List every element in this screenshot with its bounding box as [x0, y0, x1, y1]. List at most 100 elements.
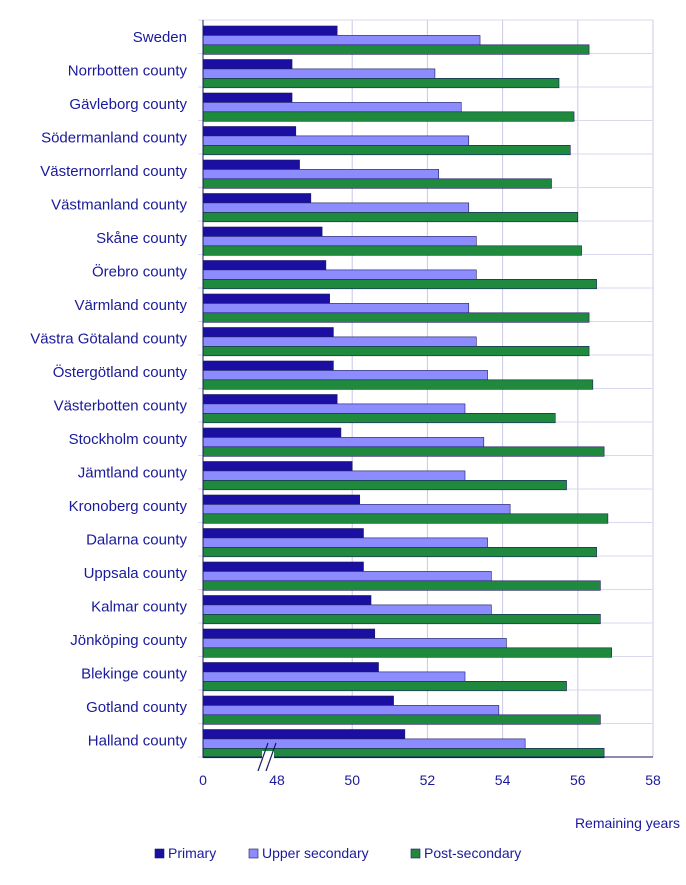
- bar-primary: [202, 494, 361, 505]
- bar-upper-secondary: [202, 370, 488, 381]
- x-tick-label: 50: [344, 772, 360, 788]
- bar-upper-secondary: [202, 705, 500, 716]
- x-tick-label: 58: [645, 772, 661, 788]
- bar-primary: [202, 260, 327, 271]
- bar-post-secondary: [202, 647, 612, 658]
- category-label: Västernorrland county: [40, 163, 187, 180]
- bar-primary: [202, 729, 406, 740]
- category-label: Blekinge county: [81, 665, 187, 682]
- bar-primary: [202, 293, 330, 304]
- legend-label: Primary: [168, 845, 216, 861]
- bar-upper-secondary: [202, 638, 507, 649]
- bar-upper-secondary: [202, 537, 488, 548]
- bar-upper-secondary: [202, 504, 511, 515]
- bar-primary: [202, 394, 338, 405]
- bar-upper-secondary: [202, 68, 436, 79]
- x-tick-labels: 0 48 50 52 54 56 58: [199, 772, 661, 788]
- bar-primary: [202, 695, 394, 706]
- bar-post-secondary: [202, 714, 601, 725]
- category-label: Dalarna county: [86, 531, 187, 548]
- bar-upper-secondary: [202, 35, 481, 46]
- category-label: Stockholm county: [69, 431, 188, 448]
- bar-post-secondary: [202, 178, 552, 189]
- x-tick-label: 0: [199, 772, 207, 788]
- category-label: Kalmar county: [91, 598, 187, 615]
- category-label: Skåne county: [96, 230, 187, 247]
- category-label: Jönköping county: [70, 632, 187, 649]
- bar-post-secondary: [202, 145, 571, 156]
- x-tick-label: 54: [495, 772, 511, 788]
- category-label: Uppsala county: [84, 565, 188, 582]
- bar-upper-secondary: [202, 336, 477, 347]
- bar-upper-secondary: [202, 470, 466, 481]
- category-label: Jämtland county: [78, 464, 188, 481]
- category-label: Värmland county: [74, 297, 187, 314]
- category-label: Sweden: [133, 29, 187, 46]
- bar-post-secondary: [202, 412, 556, 424]
- bar-upper-secondary: [202, 102, 462, 113]
- bar-post-secondary: [202, 212, 579, 223]
- bar-primary: [202, 25, 338, 36]
- bar-post-secondary: [202, 345, 590, 357]
- x-axis: [202, 20, 653, 772]
- bar-upper-secondary: [202, 738, 526, 749]
- bar-primary: [202, 59, 293, 70]
- bar-post-secondary: [202, 513, 609, 524]
- bar-upper-secondary: [202, 236, 477, 247]
- bar-post-secondary: [202, 379, 594, 390]
- bar-post-secondary: [202, 680, 567, 692]
- bar-primary: [202, 159, 300, 170]
- category-label: Gävleborg county: [69, 96, 187, 113]
- bar-upper-secondary: [202, 403, 466, 414]
- bar-primary: [202, 595, 372, 606]
- bar-primary: [202, 662, 379, 673]
- axis-break-mark: [265, 742, 277, 772]
- bar-post-secondary: [202, 546, 597, 558]
- bar-post-secondary: [202, 44, 590, 55]
- bar-upper-secondary: [202, 169, 439, 180]
- bar-primary: [202, 193, 312, 204]
- bar-primary: [202, 461, 353, 472]
- category-label: Västra Götaland county: [30, 330, 187, 347]
- bar-primary: [202, 528, 364, 539]
- bar-primary: [202, 226, 323, 237]
- bar-post-secondary: [202, 111, 575, 122]
- bar-upper-secondary: [202, 671, 466, 682]
- bar-upper-secondary: [202, 202, 470, 213]
- bar-post-secondary: [202, 446, 605, 457]
- category-labels: Sweden Norrbotten county Gävleborg county S…: [30, 29, 187, 750]
- bar-upper-secondary: [202, 135, 470, 146]
- category-label: Halland county: [88, 732, 188, 749]
- category-label: Gotland county: [86, 699, 187, 716]
- x-tick-label: 48: [269, 772, 285, 788]
- bar-post-secondary: [202, 580, 601, 591]
- bar-post-secondary: [202, 312, 590, 323]
- bar-primary: [202, 427, 342, 438]
- category-label: Norrbotten county: [68, 62, 188, 79]
- bar-primary: [202, 126, 297, 137]
- bar-primary: [202, 360, 334, 371]
- x-tick-label: 52: [420, 772, 436, 788]
- category-label: Örebro county: [92, 262, 188, 280]
- bar-primary: [202, 327, 334, 338]
- legend-label: Upper secondary: [262, 845, 369, 861]
- category-label: Östergötland county: [53, 363, 188, 381]
- bar-upper-secondary: [202, 303, 470, 314]
- bar-post-secondary: [202, 78, 560, 89]
- category-label: Västmanland county: [51, 196, 187, 213]
- bar-primary: [202, 92, 293, 103]
- x-axis-title: Remaining years: [575, 815, 680, 831]
- category-label: Kronoberg county: [69, 498, 188, 515]
- bar-upper-secondary: [202, 269, 477, 280]
- bar-upper-secondary: [202, 571, 492, 582]
- bar-post-secondary: [202, 479, 567, 491]
- bar-upper-secondary: [202, 437, 485, 448]
- category-label: Södermanland county: [41, 129, 187, 146]
- legend-swatch: [410, 848, 421, 859]
- legend-swatch: [154, 848, 165, 859]
- bar-upper-secondary: [202, 604, 492, 615]
- bars: [202, 25, 612, 759]
- legend: Primary Upper secondary Post-secondary: [154, 845, 521, 861]
- legend-label: Post-secondary: [424, 845, 521, 861]
